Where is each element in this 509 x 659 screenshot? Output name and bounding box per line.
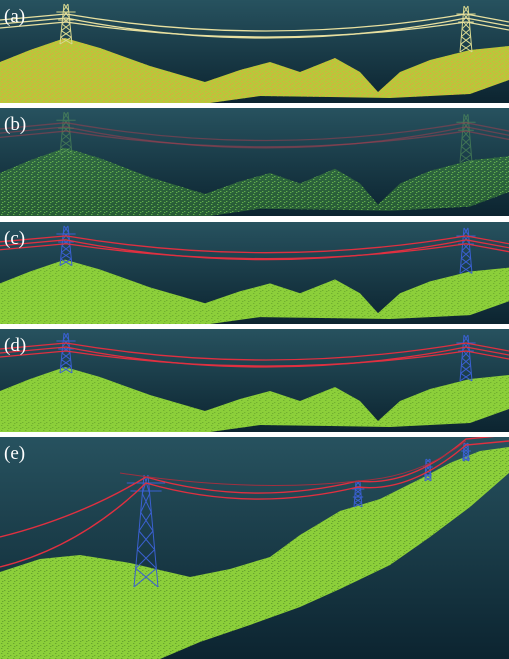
panel-a: (a) xyxy=(0,0,509,103)
panel-label: (e) xyxy=(4,443,25,464)
panel-label: (b) xyxy=(4,114,26,135)
figure: (a) (b) (c) (d) (e) (() => { const data … xyxy=(0,0,509,659)
panel-e: (e) xyxy=(0,437,509,659)
panel-b: (b) xyxy=(0,108,509,216)
panel-label: (a) xyxy=(4,6,25,27)
panel-d: (d) xyxy=(0,329,509,432)
panel-c: (c) xyxy=(0,222,509,324)
panel-label: (d) xyxy=(4,335,26,356)
panel-label: (c) xyxy=(4,228,25,249)
